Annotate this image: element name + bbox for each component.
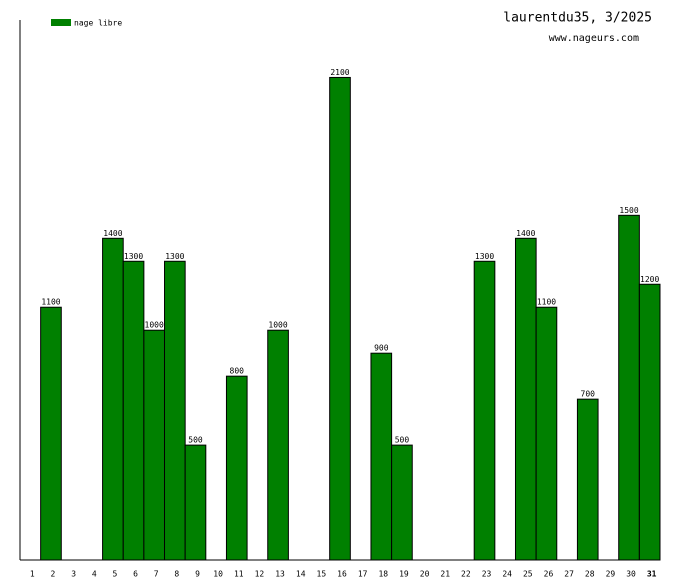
bar <box>391 444 413 561</box>
bar <box>225 375 248 561</box>
value-label: 1100 <box>41 298 60 307</box>
value-label: 500 <box>188 436 203 445</box>
x-tick-label: 5 <box>112 570 117 579</box>
x-tick-label: 26 <box>544 570 554 579</box>
legend-label: nage libre <box>74 19 122 28</box>
x-tick-label: 22 <box>461 570 471 579</box>
x-tick-label: 25 <box>523 570 533 579</box>
bar <box>143 329 166 561</box>
x-tick-label: 15 <box>317 570 327 579</box>
x-tick-label: 18 <box>378 570 388 579</box>
x-tick-label: 2 <box>51 570 56 579</box>
x-tick-label: 23 <box>482 570 492 579</box>
x-tick-label: 27 <box>564 570 574 579</box>
x-tick-label: 21 <box>440 570 450 579</box>
x-tick-label: 13 <box>275 570 285 579</box>
x-tick-label: 31 <box>647 570 657 579</box>
bar <box>184 444 207 561</box>
bar <box>514 237 537 561</box>
value-label: 2100 <box>330 68 349 77</box>
bar <box>618 214 640 561</box>
x-tick-label: 3 <box>71 570 76 579</box>
value-label: 1300 <box>165 252 184 261</box>
x-tick-label: 19 <box>399 570 409 579</box>
bar <box>122 260 145 561</box>
bar <box>370 352 393 561</box>
x-tick-label: 6 <box>133 570 138 579</box>
x-tick-label: 7 <box>154 570 159 579</box>
value-label: 1400 <box>103 229 122 238</box>
bar <box>102 237 124 561</box>
bar <box>329 76 351 561</box>
value-label: 800 <box>230 367 245 376</box>
value-label: 1400 <box>516 229 535 238</box>
value-label: 1000 <box>145 321 164 330</box>
x-tick-label: 1 <box>30 570 35 579</box>
value-label: 700 <box>581 390 596 399</box>
x-tick-label: 20 <box>420 570 430 579</box>
x-tick-label: 30 <box>626 570 636 579</box>
bar <box>473 260 496 561</box>
x-tick-label: 17 <box>358 570 368 579</box>
chart-subtitle: www.nageurs.com <box>549 33 639 44</box>
value-label: 1100 <box>537 298 556 307</box>
x-tick-label: 28 <box>585 570 595 579</box>
x-tick-label: 29 <box>606 570 616 579</box>
bar <box>40 306 62 561</box>
value-label: 500 <box>395 436 410 445</box>
value-label: 1200 <box>640 275 659 284</box>
value-label: 1500 <box>619 206 638 215</box>
x-tick-label: 16 <box>337 570 347 579</box>
bar <box>535 306 558 561</box>
x-tick-label: 4 <box>92 570 97 579</box>
x-tick-label: 10 <box>213 570 223 579</box>
bar <box>576 398 599 561</box>
value-label: 1300 <box>475 252 494 261</box>
x-tick-label: 9 <box>195 570 200 579</box>
value-label: 1300 <box>124 252 143 261</box>
bar <box>267 329 289 561</box>
x-tick-label: 14 <box>296 570 306 579</box>
chart-title: laurentdu35, 3/2025 <box>503 11 652 26</box>
bar <box>164 260 186 561</box>
value-label: 900 <box>374 344 389 353</box>
x-tick-label: 11 <box>234 570 244 579</box>
x-tick-label: 12 <box>255 570 265 579</box>
x-tick-label: 8 <box>174 570 179 579</box>
bar <box>638 283 661 561</box>
x-tick-label: 24 <box>502 570 512 579</box>
legend-swatch <box>51 19 71 26</box>
value-label: 1000 <box>268 321 287 330</box>
